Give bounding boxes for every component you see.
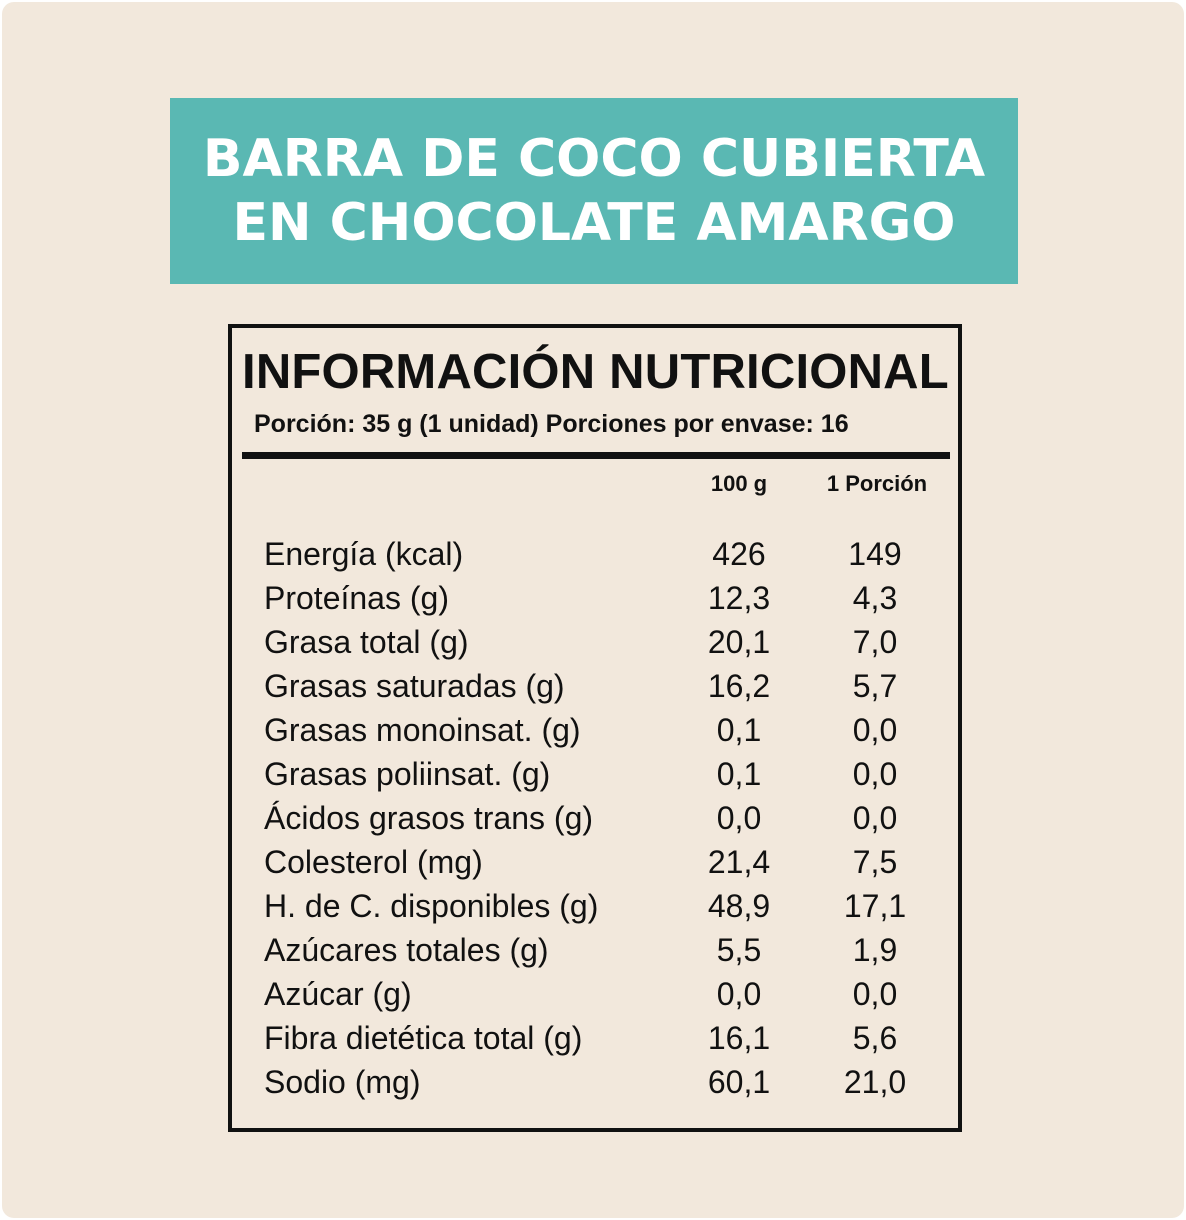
nutrient-label: Fibra dietética total (g)	[264, 1020, 583, 1056]
value-per-100g: 16,2	[707, 668, 771, 704]
value-per-serving: 4,3	[852, 580, 898, 616]
nutrient-row-energy: Energía (kcal) 426 149	[264, 532, 944, 576]
product-title-banner: BARRA DE COCO CUBIERTA EN CHOCOLATE AMAR…	[170, 98, 1018, 284]
nutrient-label: Colesterol (mg)	[264, 844, 483, 880]
value-per-serving: 149	[848, 536, 902, 572]
nutrient-label: Energía (kcal)	[264, 536, 464, 572]
nutrient-label: Azúcar (g)	[264, 976, 412, 1012]
nutrient-row-trans-fat: Ácidos grasos trans (g) 0,0 0,0	[264, 796, 944, 840]
value-per-serving: 5,7	[852, 668, 898, 704]
value-per-serving: 5,6	[852, 1020, 898, 1056]
value-per-serving: 17,1	[843, 888, 907, 924]
value-per-100g: 0,1	[716, 712, 762, 748]
nutrient-row-total-fat: Grasa total (g) 20,1 7,0	[264, 620, 944, 664]
nutrient-label: Sodio (mg)	[264, 1064, 421, 1100]
column-header-per-serving: 1 Porción	[826, 471, 928, 496]
value-per-100g: 60,1	[707, 1064, 771, 1100]
column-header-per-100g: 100 g	[710, 471, 768, 496]
nutrient-label: Grasas poliinsat. (g)	[264, 756, 551, 792]
nutrient-label: Azúcares totales (g)	[264, 932, 549, 968]
value-per-serving: 1,9	[852, 932, 898, 968]
product-title-line-2: EN CHOCOLATE AMARGO	[232, 193, 956, 253]
value-per-100g: 426	[712, 536, 766, 572]
nutrient-row-sugar: Azúcar (g) 0,0 0,0	[264, 972, 944, 1016]
value-per-serving: 0,0	[852, 712, 898, 748]
value-per-100g: 0,1	[716, 756, 762, 792]
value-per-100g: 0,0	[716, 800, 762, 836]
value-per-100g: 16,1	[707, 1020, 771, 1056]
nutrient-label: Grasas monoinsat. (g)	[264, 712, 581, 748]
value-per-100g: 12,3	[707, 580, 771, 616]
nutrient-label: Grasa total (g)	[264, 624, 469, 660]
nutrition-facts-panel: INFORMACIÓN NUTRICIONAL Porción: 35 g (1…	[228, 324, 962, 1132]
product-title-line-1: BARRA DE COCO CUBIERTA	[202, 129, 986, 189]
nutrient-label: Proteínas (g)	[264, 580, 449, 616]
nutrient-row-polyunsaturated-fat: Grasas poliinsat. (g) 0,1 0,0	[264, 752, 944, 796]
nutrient-label: Ácidos grasos trans (g)	[264, 800, 594, 836]
value-per-100g: 21,4	[707, 844, 771, 880]
heading-divider	[242, 452, 950, 459]
nutrient-table: Energía (kcal) 426 149 Proteínas (g) 12,…	[264, 532, 944, 1104]
nutrient-row-cholesterol: Colesterol (mg) 21,4 7,5	[264, 840, 944, 884]
nutrient-row-monounsaturated-fat: Grasas monoinsat. (g) 0,1 0,0	[264, 708, 944, 752]
value-per-100g: 20,1	[707, 624, 771, 660]
value-per-serving: 0,0	[852, 800, 898, 836]
value-per-serving: 21,0	[843, 1064, 907, 1100]
nutrient-row-available-carbs: H. de C. disponibles (g) 48,9 17,1	[264, 884, 944, 928]
value-per-100g: 5,5	[716, 932, 762, 968]
nutrition-heading: INFORMACIÓN NUTRICIONAL	[242, 345, 949, 399]
nutrient-row-protein: Proteínas (g) 12,3 4,3	[264, 576, 944, 620]
nutrient-row-saturated-fat: Grasas saturadas (g) 16,2 5,7	[264, 664, 944, 708]
value-per-serving: 7,5	[852, 844, 898, 880]
nutrient-row-dietary-fiber: Fibra dietética total (g) 16,1 5,6	[264, 1016, 944, 1060]
value-per-serving: 0,0	[852, 976, 898, 1012]
value-per-100g: 0,0	[716, 976, 762, 1012]
nutrient-row-sodium: Sodio (mg) 60,1 21,0	[264, 1060, 944, 1104]
nutrient-row-total-sugars: Azúcares totales (g) 5,5 1,9	[264, 928, 944, 972]
nutrient-label: H. de C. disponibles (g)	[264, 888, 599, 924]
serving-info: Porción: 35 g (1 unidad) Porciones por e…	[254, 410, 849, 438]
value-per-serving: 7,0	[852, 624, 898, 660]
value-per-100g: 48,9	[707, 888, 771, 924]
nutrient-label: Grasas saturadas (g)	[264, 668, 565, 704]
value-per-serving: 0,0	[852, 756, 898, 792]
